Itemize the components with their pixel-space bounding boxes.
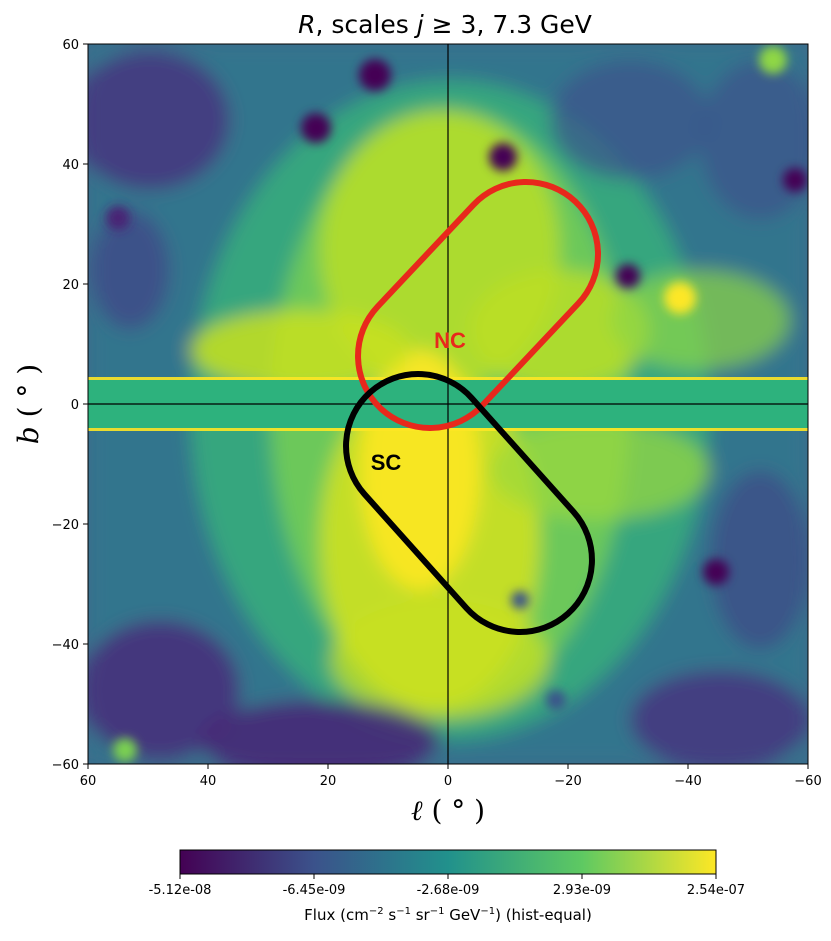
y-ticks: 60 40 20 0 −20 −40 −60 xyxy=(52,38,88,773)
y-tick-label: 40 xyxy=(62,158,79,173)
region-path xyxy=(355,179,601,431)
x-tick-label: −40 xyxy=(674,774,701,789)
colorbar-tick-label: -2.68e-09 xyxy=(417,883,480,898)
colorbar-tick-label: 2.93e-09 xyxy=(553,883,611,898)
y-tick-label: 60 xyxy=(62,38,79,53)
x-tick-label: −20 xyxy=(554,774,581,789)
colorbar-tick-label: 2.54e-07 xyxy=(687,883,745,898)
region-outline-nc: NC xyxy=(355,179,601,431)
x-tick-label: 0 xyxy=(444,774,452,789)
region-label-sc: SC xyxy=(371,450,402,475)
x-tick-label: 20 xyxy=(320,774,337,789)
x-tick-label: −60 xyxy=(794,774,821,789)
heatmap-image xyxy=(88,44,808,764)
x-axis-label: ℓ ( ° ) xyxy=(411,794,485,827)
colorbar-ticks: -5.12e-08 -6.45e-09 -2.68e-09 2.93e-09 2.54e… xyxy=(149,874,745,898)
y-tick-label: −40 xyxy=(52,638,79,653)
region-outlines: NC SC xyxy=(343,179,601,635)
y-axis-label: b ( ° ) xyxy=(12,364,45,445)
y-tick-label: 20 xyxy=(62,278,79,293)
colorbar-label: Flux (cm−2 s−1 sr−1 GeV−1) (hist-equal) xyxy=(304,906,592,924)
x-ticks: 60 40 20 0 −20 −40 −60 xyxy=(80,764,822,789)
x-tick-label: 40 xyxy=(200,774,217,789)
colorbar-tick-label: -5.12e-08 xyxy=(149,883,212,898)
region-outline-sc: SC xyxy=(343,371,595,635)
chart-title: R, scales j ≥ 3, 7.3 GeV xyxy=(298,10,592,39)
x-tick-label: 60 xyxy=(80,774,97,789)
region-label-nc: NC xyxy=(434,328,466,353)
y-tick-label: −20 xyxy=(52,518,79,533)
colorbar xyxy=(179,849,717,875)
y-tick-label: 0 xyxy=(71,398,79,413)
region-path xyxy=(343,371,595,635)
colorbar-tick-label: -6.45e-09 xyxy=(283,883,346,898)
y-tick-label: −60 xyxy=(52,758,79,773)
